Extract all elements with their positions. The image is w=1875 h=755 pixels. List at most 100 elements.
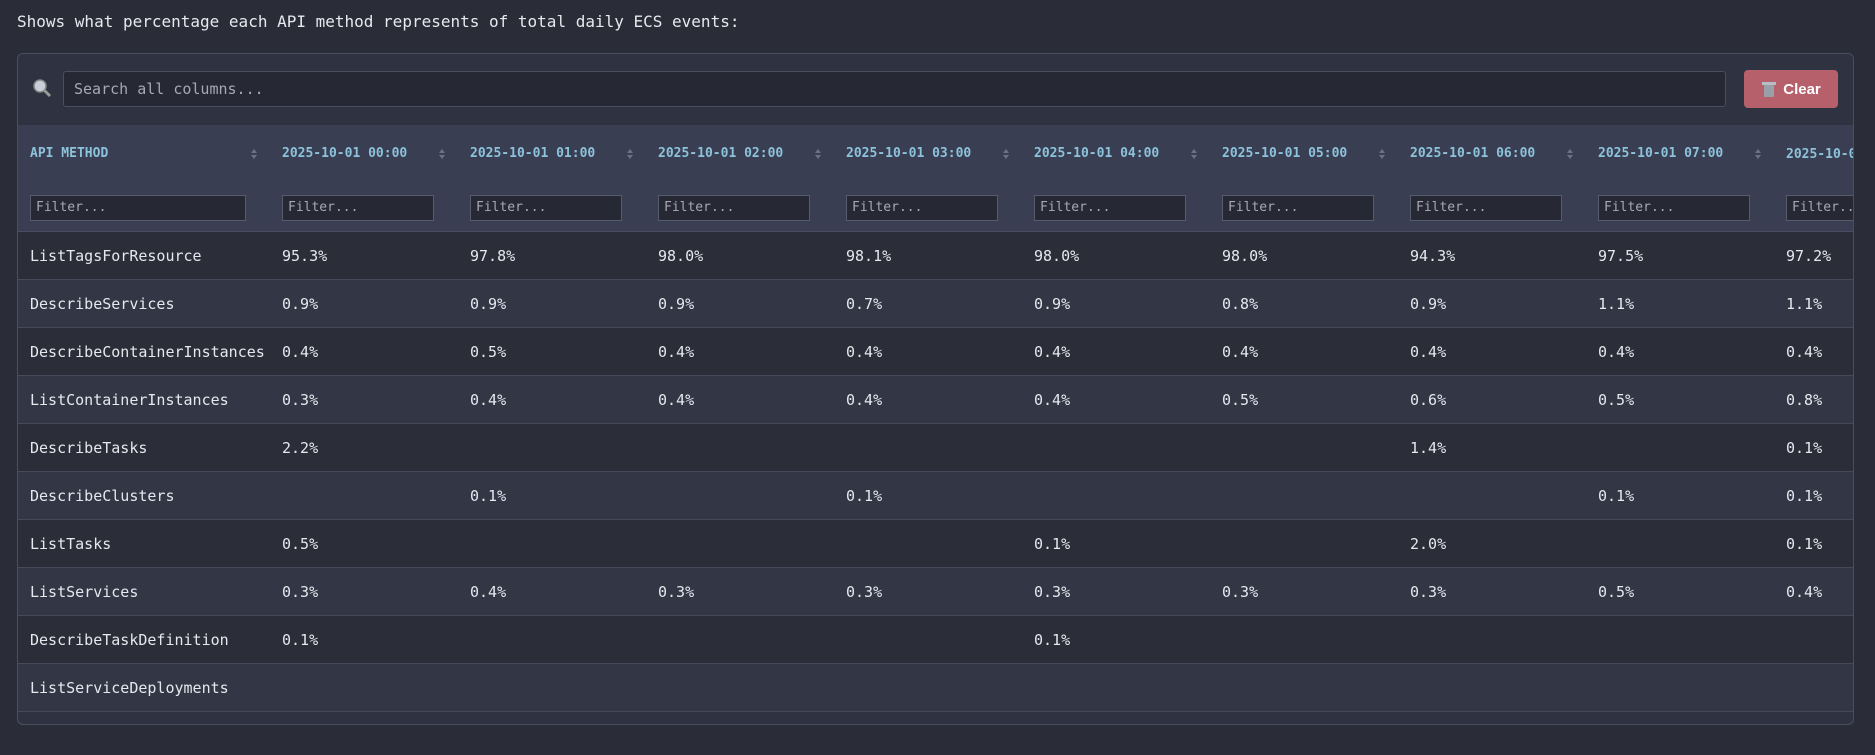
column-filter[interactable]	[1222, 194, 1374, 221]
percent-cell: 1.1%	[1586, 279, 1774, 328]
column-filter[interactable]	[470, 194, 622, 221]
percent-cell	[1586, 663, 1774, 712]
percent-cell: 0.1%	[458, 471, 646, 520]
percent-cell	[1774, 615, 1853, 664]
header-label: API METHOD	[30, 146, 109, 161]
percent-cell: 0.5%	[270, 519, 458, 568]
table-row: DescribeClusters 0.1% 0.1% 0.1% 0.1%	[18, 471, 1853, 520]
search-bar: Clear	[18, 54, 1853, 125]
filter-cell	[458, 184, 646, 232]
percent-cell: 1.4%	[1398, 423, 1586, 472]
method-cell: ListTagsForResource	[18, 231, 270, 280]
percent-cell	[834, 423, 1022, 472]
percent-cell: 0.1%	[270, 615, 458, 664]
percent-cell: 0.8%	[1774, 375, 1853, 424]
column-filter[interactable]	[1034, 194, 1186, 221]
column-header[interactable]: 2025-10-01 00:00	[270, 125, 458, 184]
percent-cell	[1210, 519, 1398, 568]
table-row: DescribeContainerInstances 0.4% 0.5% 0.4% 0.…	[18, 327, 1853, 376]
sort-toggle[interactable]	[626, 148, 634, 163]
percent-cell	[1586, 423, 1774, 472]
percent-cell	[458, 519, 646, 568]
sort-toggle[interactable]	[1378, 148, 1386, 163]
table-panel: Clear API METHOD 2025-10-01 00:00 2025-10-…	[17, 53, 1854, 725]
percent-cell	[270, 471, 458, 520]
percent-cell	[1210, 663, 1398, 712]
percent-cell	[646, 663, 834, 712]
percent-cell: 0.4%	[1774, 327, 1853, 376]
percent-cell	[834, 519, 1022, 568]
sort-toggle[interactable]	[814, 148, 822, 163]
percent-cell: 0.9%	[458, 279, 646, 328]
column-header[interactable]: 2025-10-01 06:00	[1398, 125, 1586, 184]
method-cell: ListTasks	[18, 519, 270, 568]
percent-cell: 0.1%	[1774, 519, 1853, 568]
column-filter[interactable]	[282, 194, 434, 221]
percent-cell	[646, 615, 834, 664]
header-label: 2025-10-01 03:00	[846, 146, 972, 161]
filter-cell	[1210, 184, 1398, 232]
column-filter[interactable]	[30, 194, 246, 221]
data-table: API METHOD 2025-10-01 00:00 2025-10-01 01:…	[18, 125, 1853, 712]
sort-icon	[627, 149, 633, 159]
column-header[interactable]: 2025-10-0	[1774, 125, 1853, 184]
percent-cell	[646, 519, 834, 568]
percent-cell: 0.1%	[1774, 423, 1853, 472]
percent-cell: 0.4%	[834, 375, 1022, 424]
filter-cell	[1398, 184, 1586, 232]
header-label: 2025-10-01 04:00	[1034, 146, 1160, 161]
column-filter[interactable]	[658, 194, 810, 221]
percent-cell	[1398, 615, 1586, 664]
clear-button[interactable]: Clear	[1744, 70, 1838, 108]
column-header[interactable]: 2025-10-01 02:00	[646, 125, 834, 184]
percent-cell	[1022, 423, 1210, 472]
sort-toggle[interactable]	[1566, 148, 1574, 163]
percent-cell	[834, 615, 1022, 664]
percent-cell	[1210, 471, 1398, 520]
column-filter[interactable]	[846, 194, 998, 221]
table-row: ListServiceDeployments	[18, 663, 1853, 712]
sort-icon	[251, 149, 257, 159]
column-filter[interactable]	[1410, 194, 1562, 221]
search-icon	[33, 79, 52, 98]
header-label: 2025-10-01 02:00	[658, 146, 784, 161]
column-header[interactable]: 2025-10-01 03:00	[834, 125, 1022, 184]
percent-cell: 0.4%	[834, 327, 1022, 376]
header-row: API METHOD 2025-10-01 00:00 2025-10-01 01:…	[18, 125, 1853, 184]
sort-toggle[interactable]	[1002, 148, 1010, 163]
percent-cell: 0.6%	[1398, 375, 1586, 424]
column-header[interactable]: 2025-10-01 04:00	[1022, 125, 1210, 184]
percent-cell	[646, 471, 834, 520]
sort-icon	[1379, 149, 1385, 159]
header-label: 2025-10-01 00:00	[282, 146, 408, 161]
column-header[interactable]: 2025-10-01 05:00	[1210, 125, 1398, 184]
column-filter[interactable]	[1598, 194, 1750, 221]
header-label: 2025-10-01 07:00	[1598, 146, 1724, 161]
sort-toggle[interactable]	[1190, 148, 1198, 163]
percent-cell: 0.4%	[646, 375, 834, 424]
column-filter[interactable]	[1786, 194, 1853, 221]
percent-cell: 2.2%	[270, 423, 458, 472]
method-cell: DescribeClusters	[18, 471, 270, 520]
percent-cell: 0.9%	[270, 279, 458, 328]
table-row: ListTasks 0.5% 0.1% 2.0% 0.1%	[18, 519, 1853, 568]
percent-cell: 0.1%	[1022, 615, 1210, 664]
column-header[interactable]: 2025-10-01 07:00	[1586, 125, 1774, 184]
percent-cell: 0.4%	[1398, 327, 1586, 376]
sort-toggle[interactable]	[250, 148, 258, 163]
percent-cell	[1210, 615, 1398, 664]
table-row: ListContainerInstances 0.3% 0.4% 0.4% 0.4% 0.…	[18, 375, 1853, 424]
table-row: ListServices 0.3% 0.4% 0.3% 0.3% 0.3% 0.3% 0.3%…	[18, 567, 1853, 616]
sort-icon	[439, 149, 445, 159]
search-input[interactable]	[63, 71, 1726, 107]
percent-cell: 0.3%	[270, 375, 458, 424]
sort-toggle[interactable]	[1754, 148, 1762, 163]
percent-cell: 0.5%	[1210, 375, 1398, 424]
filter-row	[18, 184, 1853, 232]
column-header[interactable]: 2025-10-01 01:00	[458, 125, 646, 184]
sort-toggle[interactable]	[438, 148, 446, 163]
percent-cell	[646, 423, 834, 472]
column-header[interactable]: API METHOD	[18, 125, 270, 184]
percent-cell: 97.2%	[1774, 231, 1853, 280]
